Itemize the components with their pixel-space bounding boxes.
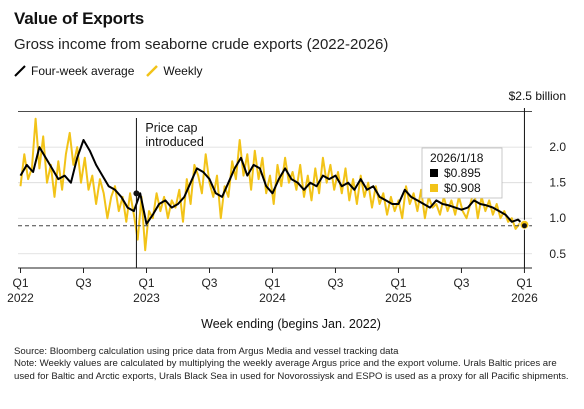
tooltip-average-value: $0.895 — [444, 166, 481, 180]
x-tick-year-label: 2025 — [385, 291, 412, 305]
x-tick-year-label: 2022 — [7, 291, 34, 305]
price-cap-label: introduced — [145, 135, 203, 149]
note-text: Note: Weekly values are calculated by mu… — [14, 358, 569, 382]
tooltip-date: 2026/1/18 — [430, 151, 484, 165]
average-end-marker — [521, 223, 527, 229]
y-tick-label: 1.0 — [549, 211, 566, 225]
y-tick-label: 2.0 — [549, 140, 566, 154]
y-axis-top-label: $2.5 billion — [509, 89, 566, 103]
x-tick-label: Q1 — [516, 276, 532, 290]
tooltip-average-swatch — [430, 169, 438, 177]
x-tick-label: Q1 — [264, 276, 280, 290]
source-note: Source: Bloomberg calculation using pric… — [14, 346, 574, 383]
legend-label-average: Four-week average — [31, 64, 135, 78]
source-text: Source: Bloomberg calculation using pric… — [14, 346, 399, 357]
x-tick-label: Q3 — [453, 276, 469, 290]
x-tick-label: Q1 — [390, 276, 406, 290]
legend-label-weekly: Weekly — [163, 64, 203, 78]
x-tick-label: Q3 — [76, 276, 92, 290]
legend: Four-week average Weekly — [14, 64, 215, 78]
weekly-line-icon — [146, 65, 159, 77]
legend-item-average: Four-week average — [14, 64, 134, 78]
x-tick-label: Q3 — [327, 276, 343, 290]
x-tick-year-label: 2023 — [133, 291, 160, 305]
x-tick-label: Q1 — [13, 276, 29, 290]
tooltip-weekly-value: $0.908 — [444, 181, 481, 195]
price-cap-marker — [133, 190, 140, 197]
y-tick-label: 0.5 — [549, 247, 566, 261]
chart-subtitle: Gross income from seaborne crude exports… — [14, 36, 389, 53]
average-line-icon — [14, 65, 26, 77]
x-axis-label: Week ending (begins Jan. 2022) — [201, 317, 381, 331]
weekly-series-line — [19, 117, 525, 252]
x-tick-label: Q3 — [201, 276, 217, 290]
average-series-line — [19, 139, 526, 227]
price-cap-label: Price cap — [145, 121, 197, 135]
average-layer — [19, 139, 526, 227]
legend-item-weekly: Weekly — [146, 64, 203, 78]
y-tick-label: 1.5 — [549, 176, 566, 190]
x-tick-label: Q1 — [138, 276, 154, 290]
chart-title: Value of Exports — [14, 9, 145, 28]
weekly-layer — [19, 117, 525, 252]
x-tick-year-label: 2026 — [511, 291, 538, 305]
tooltip-weekly-swatch — [430, 184, 438, 192]
x-tick-year-label: 2024 — [259, 291, 286, 305]
